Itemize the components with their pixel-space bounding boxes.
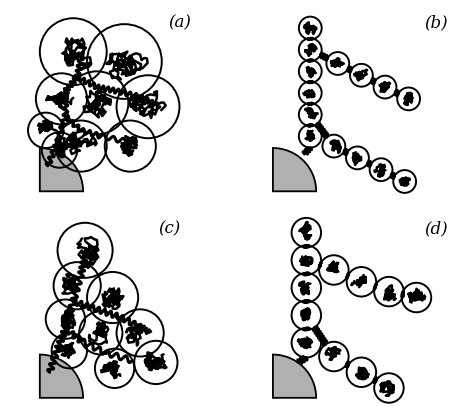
Text: (a): (a) — [168, 14, 191, 32]
Wedge shape — [40, 354, 83, 398]
Wedge shape — [40, 148, 83, 192]
Wedge shape — [273, 354, 316, 398]
Wedge shape — [273, 148, 316, 192]
Text: (c): (c) — [158, 221, 181, 238]
Text: (d): (d) — [424, 221, 448, 238]
Text: (b): (b) — [424, 14, 448, 32]
